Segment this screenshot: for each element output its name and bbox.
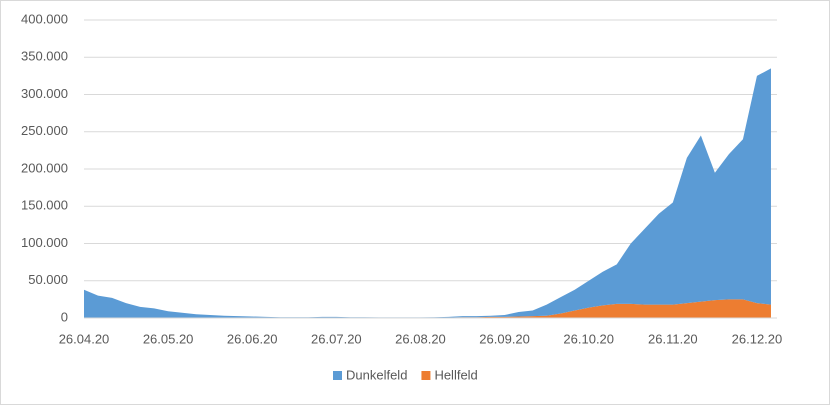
x-tick-label: 26.07.20 — [311, 331, 362, 346]
area — [84, 68, 771, 318]
legend-label: Hellfeld — [434, 367, 477, 382]
legend-swatch — [421, 371, 431, 380]
y-tick-label: 250.000 — [21, 123, 68, 138]
legend-label: Dunkelfeld — [346, 367, 407, 382]
x-tick-label: 26.09.20 — [479, 331, 530, 346]
y-tick-label: 50.000 — [28, 272, 68, 287]
y-tick-label: 150.000 — [21, 198, 68, 213]
y-tick-label: 400.000 — [21, 11, 68, 26]
y-tick-label: 0 — [61, 309, 68, 324]
x-tick-label: 26.11.20 — [648, 331, 698, 346]
y-tick-label: 200.000 — [21, 160, 68, 175]
y-tick-label: 100.000 — [21, 235, 68, 250]
x-tick-label: 26.05.20 — [143, 331, 194, 346]
x-tick-label: 26.06.20 — [227, 331, 278, 346]
area — [84, 299, 771, 318]
legend-swatch — [333, 371, 342, 380]
x-tick-label: 26.04.20 — [59, 331, 110, 346]
x-tick-label: 26.08.20 — [395, 331, 446, 346]
y-tick-label: 350.000 — [21, 49, 68, 64]
x-tick-label: 26.10.20 — [563, 331, 614, 346]
x-tick-label: 26.12.20 — [732, 331, 783, 346]
y-tick-label: 300.000 — [21, 86, 68, 101]
